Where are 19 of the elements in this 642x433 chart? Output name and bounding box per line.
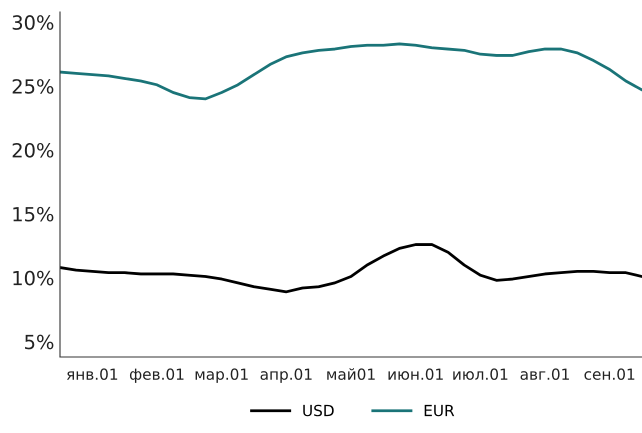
- line-series: [60, 42, 642, 100]
- y-tick-label: 20%: [12, 142, 54, 158]
- y-tick-label: 25%: [12, 79, 54, 94]
- y-tick-label: 15%: [13, 206, 54, 222]
- x-tick-label: апр.01: [260, 368, 312, 383]
- x-tick-label: сен.01: [584, 368, 634, 380]
- legend-label: EUR: [424, 404, 454, 416]
- x-tick-label: фев.01: [130, 368, 184, 383]
- line-series: [60, 243, 642, 294]
- y-tick-label: 10%: [13, 270, 54, 286]
- x-tick-label: июл.01: [453, 368, 508, 380]
- x-tick-label: июн.01: [388, 368, 443, 380]
- x-tick-label: мар.01: [196, 368, 248, 383]
- y-tick-label: 30%: [12, 15, 54, 30]
- x-tick-label: май01: [327, 368, 375, 380]
- x-tick-label: авг.01: [520, 368, 569, 380]
- y-tick-label: 5%: [25, 334, 54, 350]
- legend-label: USD: [303, 404, 334, 416]
- x-tick-label: янв.01: [66, 368, 118, 380]
